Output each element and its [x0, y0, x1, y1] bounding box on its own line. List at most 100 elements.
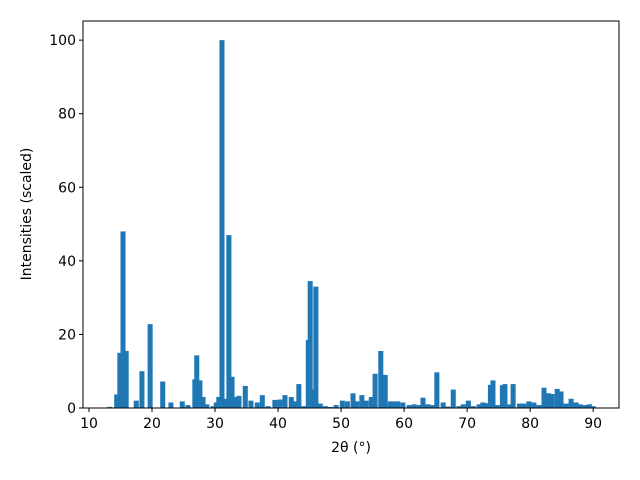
- bar: [333, 405, 339, 408]
- y-tick-label: 40: [58, 254, 76, 270]
- bar: [194, 355, 200, 408]
- bar: [292, 401, 298, 408]
- bar: [236, 395, 242, 408]
- bar: [494, 405, 500, 408]
- x-tick-label: 10: [80, 416, 98, 432]
- bar: [265, 406, 271, 408]
- bar: [307, 281, 313, 408]
- bar: [344, 401, 350, 408]
- bar: [200, 396, 206, 408]
- bar: [549, 394, 555, 408]
- bar: [425, 404, 431, 408]
- bar: [558, 391, 564, 408]
- x-tick-label: 70: [458, 416, 476, 432]
- axes-frame: [82, 20, 620, 409]
- bar: [391, 401, 397, 408]
- bar: [232, 396, 238, 408]
- bar: [114, 394, 120, 408]
- bar: [363, 400, 369, 408]
- bar: [450, 389, 456, 408]
- bar: [296, 384, 302, 408]
- x-tick-label: 20: [143, 416, 161, 432]
- bar: [406, 405, 412, 408]
- x-tick-label: 30: [206, 416, 224, 432]
- bar: [521, 403, 527, 408]
- x-tick-label: 90: [584, 416, 602, 432]
- bar: [147, 324, 153, 408]
- bar: [168, 402, 174, 408]
- bar: [476, 404, 482, 408]
- y-tick-label: 100: [49, 33, 76, 49]
- bar: [577, 404, 583, 408]
- bar: [216, 396, 222, 408]
- bar: [223, 398, 229, 408]
- bar: [350, 393, 356, 408]
- bar: [242, 385, 248, 408]
- bar: [160, 381, 166, 408]
- bar: [259, 395, 265, 408]
- bar: [516, 403, 522, 408]
- bar: [133, 400, 139, 408]
- bar: [219, 40, 225, 409]
- bar: [185, 405, 191, 408]
- bar: [545, 393, 551, 408]
- bar: [430, 405, 436, 408]
- bar: [470, 406, 476, 408]
- bar: [568, 398, 574, 408]
- bar: [586, 404, 592, 408]
- bar: [434, 372, 440, 408]
- bar: [582, 405, 588, 408]
- y-tick-label: 0: [67, 401, 76, 417]
- bar: [179, 401, 185, 408]
- y-tick-label: 20: [58, 327, 76, 343]
- bar: [411, 404, 417, 408]
- bar: [420, 397, 426, 408]
- bar: [197, 380, 203, 408]
- bar: [120, 231, 126, 408]
- bar: [541, 387, 547, 408]
- bar: [254, 402, 260, 408]
- bar: [107, 406, 113, 408]
- bar: [301, 406, 307, 408]
- bar: [573, 402, 579, 408]
- y-tick-label: 60: [58, 180, 76, 196]
- bar: [277, 399, 283, 408]
- bar: [322, 406, 328, 408]
- bar: [502, 384, 508, 408]
- bar: [382, 374, 388, 408]
- bar: [510, 384, 516, 408]
- bar: [378, 350, 384, 408]
- x-tick-label: 60: [395, 416, 413, 432]
- bar: [465, 400, 471, 408]
- bar: [484, 403, 490, 408]
- bar: [456, 406, 462, 408]
- bar: [139, 371, 145, 408]
- y-axis-label: Intensities (scaled): [19, 148, 35, 281]
- bar: [313, 286, 319, 408]
- bar: [387, 401, 393, 408]
- bar: [123, 350, 129, 408]
- bar: [526, 401, 532, 408]
- bar: [460, 404, 466, 408]
- bar: [368, 396, 374, 408]
- bar: [204, 404, 210, 408]
- bar: [117, 352, 123, 408]
- bar: [445, 406, 451, 408]
- x-tick-label: 50: [332, 416, 350, 432]
- y-tick-label: 80: [58, 107, 76, 123]
- bar: [354, 401, 360, 408]
- bar: [317, 403, 323, 408]
- bar: [248, 400, 254, 408]
- bar: [210, 406, 216, 408]
- bar: [327, 406, 333, 408]
- x-axis-label: 2θ (°): [331, 440, 371, 456]
- bar: [372, 373, 378, 408]
- bar: [226, 235, 232, 408]
- bar: [536, 405, 542, 408]
- bar: [563, 403, 569, 408]
- x-tick-label: 80: [521, 416, 539, 432]
- bar: [288, 396, 294, 408]
- bar: [416, 405, 422, 408]
- bar: [400, 402, 406, 408]
